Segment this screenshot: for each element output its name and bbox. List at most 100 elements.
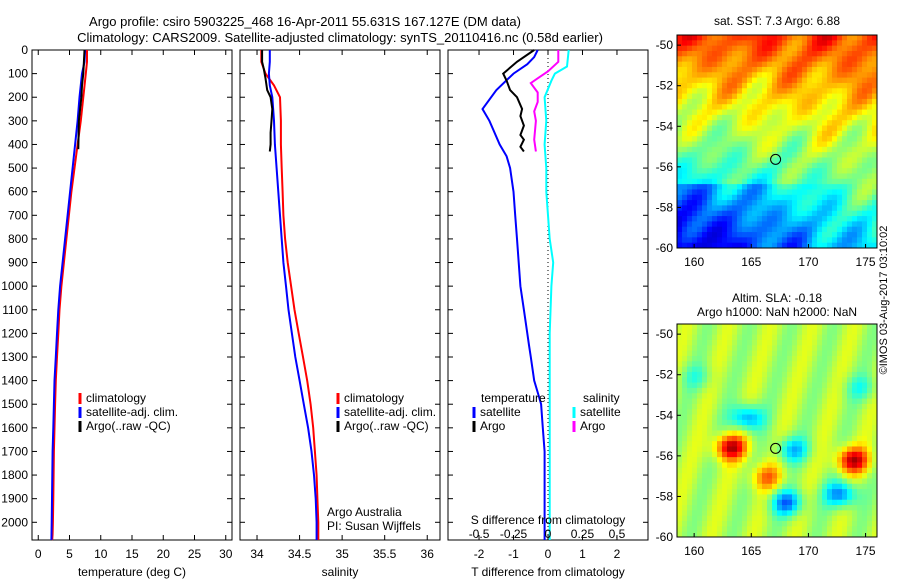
heatmap-cell bbox=[772, 414, 778, 421]
heatmap-cell bbox=[832, 457, 838, 463]
heatmap-cell bbox=[712, 345, 718, 352]
heatmap-cell bbox=[687, 371, 693, 378]
heatmap-cell bbox=[822, 526, 828, 533]
heatmap-cell bbox=[712, 141, 718, 148]
heatmap-cell bbox=[682, 371, 688, 378]
heatmap-cell bbox=[712, 210, 718, 217]
heatmap-cell bbox=[762, 435, 768, 442]
heatmap-cell bbox=[842, 162, 848, 169]
heatmap-cell bbox=[867, 45, 873, 52]
heatmap-cell bbox=[747, 419, 753, 426]
heatmap-cell bbox=[857, 136, 863, 142]
heatmap-cell bbox=[782, 521, 788, 527]
heatmap-cell bbox=[822, 462, 828, 469]
heatmap-cell bbox=[787, 77, 793, 84]
heatmap-cell bbox=[752, 72, 758, 79]
heatmap-cell bbox=[872, 473, 878, 479]
heatmap-cell bbox=[867, 162, 873, 169]
heatmap-cell bbox=[777, 446, 783, 453]
heatmap-cell bbox=[707, 216, 713, 222]
heatmap-cell bbox=[712, 194, 718, 201]
heatmap-cell bbox=[812, 35, 818, 41]
heatmap-cell bbox=[822, 98, 828, 105]
heatmap-cell bbox=[802, 130, 808, 137]
heatmap-cell bbox=[782, 237, 788, 244]
heatmap-cell bbox=[777, 366, 783, 373]
heatmap-cell bbox=[677, 210, 683, 217]
x-tick-label: 0 bbox=[35, 547, 42, 561]
heatmap-cell bbox=[772, 446, 778, 453]
heatmap-cell bbox=[737, 109, 743, 116]
heatmap-cell bbox=[812, 515, 818, 522]
heatmap-cell bbox=[717, 467, 723, 474]
profile-location-marker bbox=[770, 442, 782, 454]
heatmap-cell bbox=[802, 451, 808, 458]
heatmap-cell bbox=[707, 387, 713, 394]
heatmap-cell bbox=[827, 56, 833, 63]
heatmap-cell bbox=[837, 221, 843, 228]
heatmap-cell bbox=[767, 505, 773, 511]
heatmap-cell bbox=[827, 505, 833, 511]
heatmap-cell bbox=[787, 109, 793, 116]
heatmap-cell bbox=[777, 168, 783, 174]
heatmap-cell bbox=[847, 515, 853, 522]
heatmap-cell bbox=[862, 200, 868, 206]
map-y-tick-label: -50 bbox=[656, 38, 674, 52]
heatmap-cell bbox=[862, 457, 868, 463]
heatmap-cell bbox=[712, 393, 718, 399]
heatmap-cell bbox=[707, 232, 713, 238]
heatmap-cell bbox=[787, 35, 793, 41]
heatmap-cell bbox=[852, 136, 858, 142]
heatmap-cell bbox=[687, 446, 693, 453]
heatmap-cell bbox=[792, 146, 798, 153]
heatmap-cell bbox=[862, 50, 868, 57]
heatmap-cell bbox=[722, 200, 728, 206]
heatmap-cell bbox=[827, 120, 833, 126]
heatmap-cell bbox=[872, 505, 878, 511]
heatmap-cell bbox=[787, 205, 793, 212]
heatmap-cell bbox=[822, 371, 828, 378]
heatmap-cell bbox=[802, 35, 808, 41]
heatmap-cell bbox=[812, 157, 818, 164]
heatmap-cell bbox=[787, 237, 793, 244]
heatmap-cell bbox=[772, 98, 778, 105]
heatmap-cell bbox=[722, 56, 728, 63]
heatmap-cell bbox=[837, 98, 843, 105]
heatmap-cell bbox=[682, 355, 688, 362]
heatmap-cell bbox=[817, 339, 823, 346]
heatmap-cell bbox=[777, 499, 783, 506]
heatmap-cell bbox=[742, 205, 748, 212]
heatmap-cell bbox=[807, 414, 813, 421]
heatmap-cell bbox=[692, 531, 698, 538]
heatmap-cell bbox=[732, 157, 738, 164]
heatmap-cell bbox=[707, 125, 713, 132]
heatmap-cell bbox=[737, 355, 743, 362]
heatmap-cell bbox=[757, 173, 763, 180]
heatmap-cell bbox=[787, 393, 793, 399]
heatmap-cell bbox=[822, 515, 828, 522]
heatmap-cell bbox=[757, 403, 763, 410]
heatmap-cell bbox=[872, 162, 878, 169]
heatmap-cell bbox=[822, 178, 828, 185]
heatmap-cell bbox=[782, 526, 788, 533]
heatmap-cell bbox=[822, 146, 828, 153]
heatmap-cell bbox=[712, 441, 718, 447]
heatmap-cell bbox=[702, 387, 708, 394]
heatmap-cell bbox=[737, 515, 743, 522]
heatmap-cell bbox=[867, 387, 873, 394]
heatmap-cell bbox=[712, 88, 718, 94]
heatmap-cell bbox=[862, 494, 868, 501]
heatmap-cell bbox=[817, 515, 823, 522]
heatmap-cell bbox=[852, 393, 858, 399]
heatmap-cell bbox=[772, 441, 778, 447]
heatmap-cell bbox=[757, 157, 763, 164]
heatmap-cell bbox=[832, 467, 838, 474]
heatmap-cell bbox=[692, 430, 698, 437]
s-tick-label: 0.25 bbox=[571, 527, 595, 541]
heatmap-cell bbox=[872, 40, 878, 47]
legend-entry: Argo(..raw -QC) bbox=[86, 419, 171, 433]
heatmap-cell bbox=[862, 146, 868, 153]
heatmap-cell bbox=[842, 45, 848, 52]
heatmap-cell bbox=[787, 226, 793, 233]
heatmap-cell bbox=[752, 200, 758, 206]
